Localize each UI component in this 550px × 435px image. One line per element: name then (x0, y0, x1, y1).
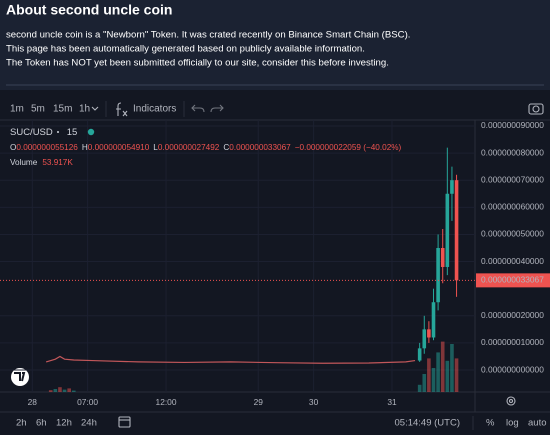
volume-legend: Volume 53.917K (10, 158, 73, 167)
ohlc-key: H (82, 143, 88, 152)
candle-body (431, 302, 436, 338)
volume-bar (436, 352, 440, 392)
y-tick-label: 0.000000000000 (481, 364, 544, 374)
market-status (87, 128, 95, 136)
last-price-tag (476, 273, 550, 288)
volume-value: 53.917K (42, 158, 73, 167)
volume-bar (427, 358, 431, 392)
x-tick-label: 12:00 (156, 397, 177, 407)
volume-label: Volume (10, 158, 38, 167)
last-price-label: 0.000000033067 (481, 275, 544, 285)
interval-button[interactable]: 15m (53, 104, 72, 115)
candle-body (427, 329, 431, 338)
candle-body (450, 180, 454, 194)
y-tick-label: 0.000000040000 (481, 256, 544, 266)
candle-body (417, 348, 422, 361)
range-button[interactable]: 12h (56, 418, 72, 429)
candle-body (445, 193, 450, 267)
redo-button[interactable] (210, 104, 224, 113)
x-tick-label: 07:00 (77, 397, 98, 407)
screenshot-button[interactable] (528, 103, 544, 115)
candle-body (422, 329, 427, 349)
ohlc-value: 0.000000054910 (88, 143, 150, 152)
ohlc-key: C (223, 143, 229, 152)
indicators-icon[interactable] (116, 102, 128, 117)
scale-option[interactable]: log (506, 418, 519, 429)
y-tick-label: 0.000000060000 (481, 202, 544, 212)
interval-dropdown[interactable] (91, 106, 99, 111)
y-tick-label: 0.000000050000 (481, 229, 544, 239)
range-button[interactable]: 6h (36, 418, 47, 429)
ohlc-key: L (153, 143, 158, 152)
volume-bar (417, 384, 422, 392)
legend-dot (57, 131, 59, 133)
range-button[interactable]: 2h (16, 418, 27, 429)
interval: 15 (67, 127, 78, 138)
interval-button[interactable]: 1h (79, 104, 90, 115)
description-line: This page has been automatically generat… (6, 44, 365, 55)
volume-bar (440, 341, 445, 392)
go-to-date[interactable] (118, 416, 131, 428)
interval-button[interactable]: 1m (10, 104, 24, 115)
ohlc-legend: O0.000000055126 H0.000000054910 L0.0000000… (10, 143, 402, 152)
volume-bar (422, 374, 427, 392)
y-tick-label: 0.000000070000 (481, 174, 544, 184)
volume-bar (71, 390, 76, 392)
symbol: SUC/USD (10, 127, 53, 138)
scale-option[interactable]: % (486, 418, 495, 429)
volume-bar (62, 389, 67, 392)
interval-button[interactable]: 5m (31, 104, 45, 115)
ohlc-key: O (10, 143, 16, 152)
x-tick-label: 31 (387, 397, 397, 407)
volume-bar (450, 344, 454, 392)
legend-symbol: SUC/USD 15 (10, 127, 77, 138)
range-button[interactable]: 24h (81, 418, 97, 429)
volume-bar (445, 360, 450, 392)
description-line: second uncle coin is a "Newborn" Token. … (6, 30, 410, 41)
scale-option[interactable]: auto (528, 418, 547, 429)
y-tick-label: 0.000000090000 (481, 120, 544, 130)
ohlc-value: 0.000000027492 (158, 143, 220, 152)
ohlc-value: 0.000000055126 (16, 143, 78, 152)
x-tick-label: 28 (28, 397, 38, 407)
y-tick-label: 0.000000080000 (481, 147, 544, 157)
header-background (0, 0, 550, 90)
volume-bar (48, 390, 53, 392)
candle-body (454, 180, 459, 281)
price-line (45, 355, 416, 364)
x-tick-label: 29 (254, 397, 264, 407)
clock: 05:14:49 (UTC) (395, 418, 460, 429)
y-tick-label: 0.000000020000 (481, 310, 544, 320)
ohlc-value: 0.000000033067 (229, 143, 291, 152)
candle-body (440, 248, 445, 267)
time-axis-settings[interactable] (506, 396, 516, 406)
volume-bar (67, 388, 71, 392)
page-title: About second uncle coin (6, 2, 172, 18)
change: −0.000000022059 (−40.02%) (295, 143, 402, 152)
tradingview-logo (11, 368, 29, 386)
undo-button[interactable] (191, 104, 205, 113)
description-line: The Token has NOT yet been submitted off… (6, 58, 389, 69)
candle-body (436, 248, 440, 303)
x-tick-label: 30 (309, 397, 319, 407)
volume-bar (454, 358, 459, 392)
volume-bar (431, 368, 436, 392)
indicators-button[interactable]: Indicators (133, 104, 176, 115)
volume-bar (58, 387, 62, 392)
volume-bar (53, 389, 58, 392)
y-tick-label: 0.000000010000 (481, 337, 544, 347)
